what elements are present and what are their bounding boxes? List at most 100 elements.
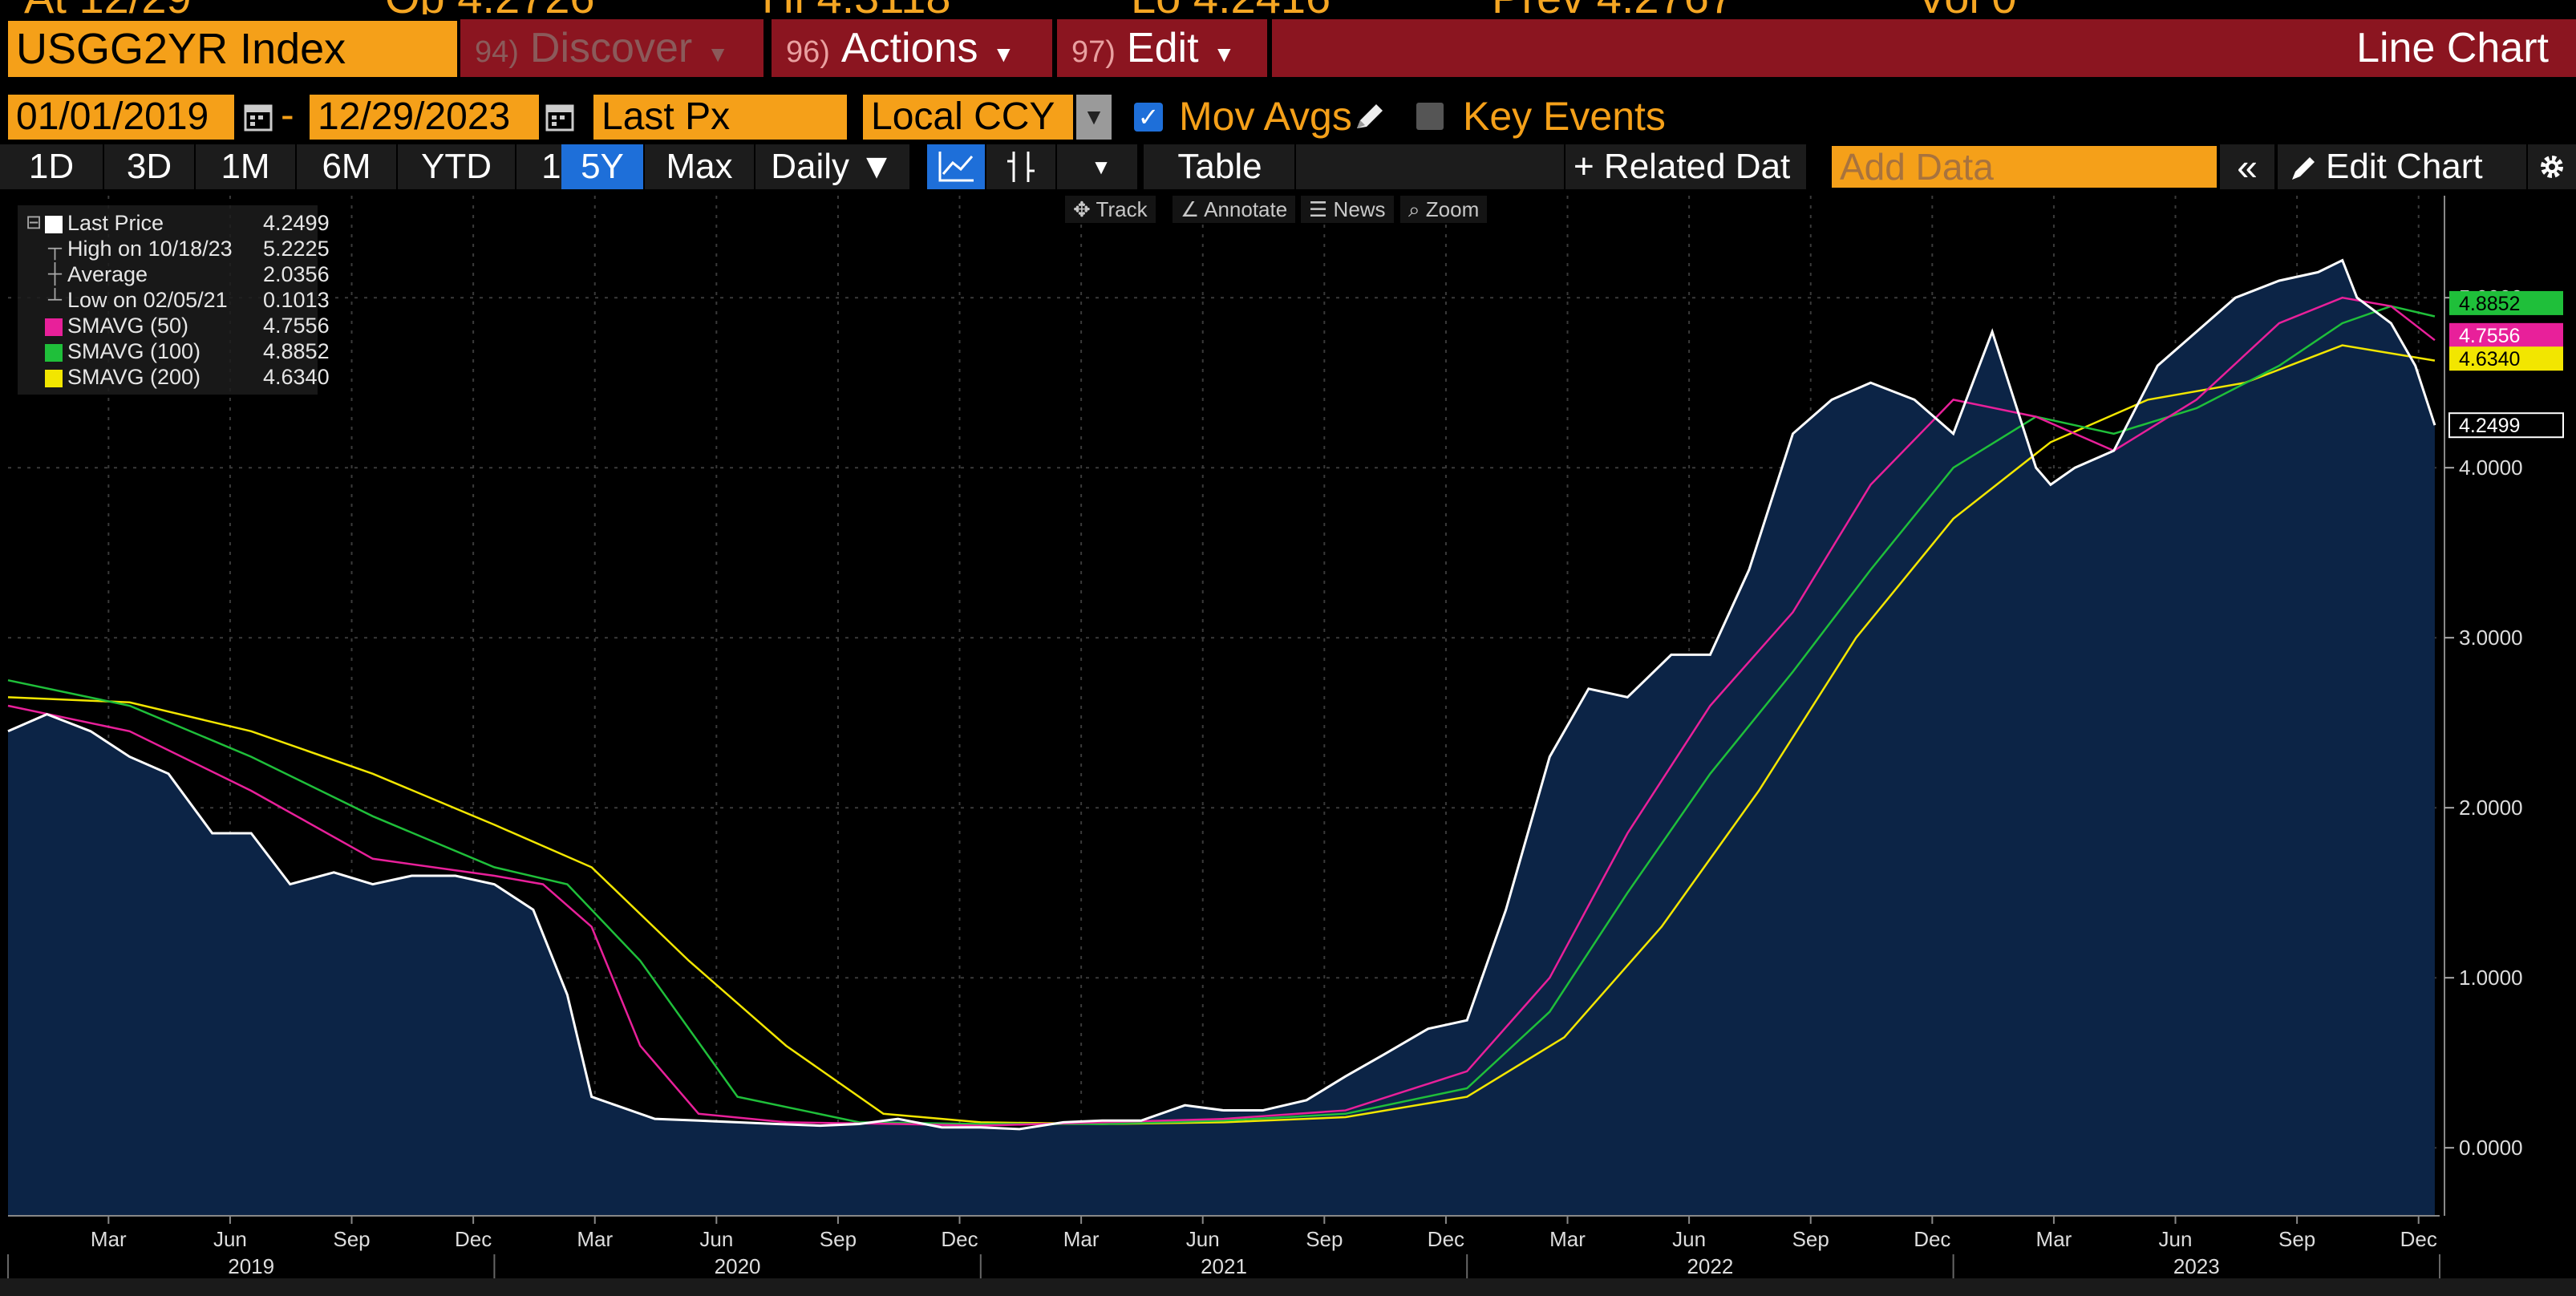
y-tick-label: 3.0000 bbox=[2459, 626, 2523, 650]
calendar-icon[interactable] bbox=[241, 99, 276, 135]
right-value-tag: 4.6340 bbox=[2449, 346, 2563, 371]
legend-swatch bbox=[45, 344, 63, 362]
period-5y-button[interactable]: 5Y bbox=[561, 144, 643, 189]
discover-menu[interactable]: 94) Discover ▼ bbox=[460, 19, 763, 77]
x-tick-label: Jun bbox=[1186, 1227, 1220, 1251]
date-range-dash: - bbox=[281, 92, 294, 137]
legend-swatch bbox=[45, 216, 63, 233]
actions-label: Actions bbox=[840, 25, 978, 71]
related-data-button[interactable]: + Related Dat bbox=[1565, 144, 1806, 189]
legend-marker: ┼ bbox=[48, 263, 63, 285]
period-max-button[interactable]: Max bbox=[645, 144, 754, 189]
chevron-down-icon: ▼ bbox=[992, 42, 1015, 67]
x-tick-label: Sep bbox=[333, 1227, 370, 1251]
right-value-tag-bg bbox=[2449, 346, 2563, 371]
news-label: News bbox=[1333, 197, 1386, 221]
table-button[interactable]: Table bbox=[1145, 144, 1294, 189]
calendar-icon[interactable] bbox=[542, 99, 577, 135]
right-value-label: 4.2499 bbox=[2459, 415, 2520, 437]
period-ytd-button[interactable]: YTD bbox=[398, 144, 515, 189]
period-1d-button[interactable]: 1D bbox=[0, 144, 103, 189]
quote-open: Op 4.2726 bbox=[385, 0, 595, 14]
chevron-down-icon: ▼ bbox=[1213, 42, 1236, 67]
legend-name: Low on 02/05/21 bbox=[67, 288, 228, 312]
chevron-down-icon: ▼ bbox=[707, 42, 729, 67]
x-tick-label: Jun bbox=[699, 1227, 733, 1251]
candlestick-icon[interactable] bbox=[986, 144, 1055, 189]
legend-value: 4.8852 bbox=[263, 339, 330, 363]
right-value-tag-bg bbox=[2448, 412, 2564, 439]
annotate-label: Annotate bbox=[1204, 197, 1288, 221]
x-tick-label: Mar bbox=[91, 1227, 127, 1251]
quote-at: At 12/29 bbox=[24, 0, 192, 14]
ticker-field[interactable]: USGG2YR Index bbox=[8, 21, 457, 77]
right-value-label: 4.6340 bbox=[2459, 348, 2520, 371]
period-3d-button[interactable]: 3D bbox=[104, 144, 194, 189]
year-label: 2019 bbox=[228, 1254, 274, 1278]
key-events-checkbox[interactable] bbox=[1416, 103, 1444, 130]
right-value-tag-bg bbox=[2449, 290, 2563, 315]
price-chart[interactable]: 0.00001.00002.00003.00004.00005.0000MarJ… bbox=[0, 192, 2576, 1296]
mov-avgs-label[interactable]: Mov Avgs bbox=[1179, 94, 1352, 139]
edit-chart-button[interactable]: Edit Chart bbox=[2278, 144, 2526, 189]
legend-name: High on 10/18/23 bbox=[67, 237, 233, 261]
legend-item: SMAVG (100) 4.8852 bbox=[18, 338, 330, 364]
track-tool[interactable]: ✥ Track bbox=[1065, 196, 1156, 223]
start-date-field[interactable]: 01/01/2019 bbox=[8, 95, 234, 140]
period-6m-button[interactable]: 6M bbox=[297, 144, 396, 189]
right-value-tag: 4.8852 bbox=[2449, 290, 2563, 315]
discover-label: Discover bbox=[529, 25, 693, 71]
toolbar-divider bbox=[1137, 144, 1144, 189]
actions-menu[interactable]: 96) Actions ▼ bbox=[772, 19, 1052, 77]
y-tick-label: 0.0000 bbox=[2459, 1136, 2523, 1160]
period-1m-button[interactable]: 1M bbox=[196, 144, 295, 189]
track-label: Track bbox=[1096, 197, 1148, 221]
x-tick-label: Dec bbox=[2400, 1227, 2437, 1251]
legend-item: ┬ High on 10/18/23 5.2225 bbox=[18, 236, 330, 261]
legend-item: ⊟ Last Price 4.2499 bbox=[18, 210, 330, 236]
x-tick-label: Jun bbox=[213, 1227, 247, 1251]
chevron-down-icon[interactable]: ▼ bbox=[1076, 95, 1112, 140]
price-area bbox=[8, 260, 2435, 1216]
year-label: 2021 bbox=[1201, 1254, 1247, 1278]
year-label: 2022 bbox=[1687, 1254, 1733, 1278]
edit-label: Edit bbox=[1126, 25, 1199, 71]
legend-item: ┴ Low on 02/05/21 0.1013 bbox=[18, 287, 330, 313]
edit-menu[interactable]: 97) Edit ▼ bbox=[1057, 19, 1267, 77]
legend-value: 4.6340 bbox=[263, 365, 330, 389]
legend-swatch bbox=[45, 370, 63, 387]
add-data-input[interactable]: Add Data bbox=[1832, 146, 2217, 188]
toolbar-spacer bbox=[1296, 144, 1564, 189]
x-tick-label: Dec bbox=[1914, 1227, 1950, 1251]
frequency-select[interactable]: Daily ▼ bbox=[755, 144, 909, 189]
gear-icon[interactable] bbox=[2528, 144, 2576, 189]
legend-value: 5.2225 bbox=[263, 237, 330, 261]
right-value-label: 4.7556 bbox=[2459, 325, 2520, 347]
mov-avgs-checkbox[interactable]: ✓ bbox=[1134, 103, 1163, 132]
annotate-tool[interactable]: ∠ Annotate bbox=[1173, 196, 1296, 223]
currency-select[interactable]: Local CCY bbox=[863, 95, 1073, 140]
x-tick-label: Sep bbox=[1306, 1227, 1343, 1251]
actions-number: 96) bbox=[786, 35, 830, 69]
pencil-icon[interactable] bbox=[1351, 98, 1387, 135]
x-tick-label: Jun bbox=[1672, 1227, 1706, 1251]
legend-swatch bbox=[45, 318, 63, 336]
legend-marker: ┬ bbox=[48, 237, 63, 259]
line-chart-icon[interactable] bbox=[927, 144, 985, 189]
year-label: 2023 bbox=[2173, 1254, 2220, 1278]
legend-value: 0.1013 bbox=[263, 288, 330, 312]
legend-value: 4.7556 bbox=[263, 314, 330, 338]
chevron-down-icon[interactable]: ▼ bbox=[1057, 144, 1145, 189]
chart-legend: ⊟ Last Price 4.2499 ┬ High on 10/18/23 5.2225… bbox=[18, 205, 330, 395]
legend-item: ┼ Average 2.0356 bbox=[18, 261, 330, 287]
news-tool[interactable]: ☰ News bbox=[1301, 196, 1394, 223]
price-field-select[interactable]: Last Px bbox=[593, 95, 847, 140]
collapse-icon[interactable]: « bbox=[2220, 144, 2274, 189]
legend-name: Last Price bbox=[67, 211, 164, 235]
legend-value: 4.2499 bbox=[263, 211, 330, 235]
sma200-line bbox=[7, 344, 2436, 1125]
key-events-label[interactable]: Key Events bbox=[1463, 94, 1666, 139]
x-tick-label: Sep bbox=[1792, 1227, 1829, 1251]
zoom-tool[interactable]: ⌕ Zoom bbox=[1400, 196, 1488, 223]
end-date-field[interactable]: 12/29/2023 bbox=[310, 95, 539, 140]
